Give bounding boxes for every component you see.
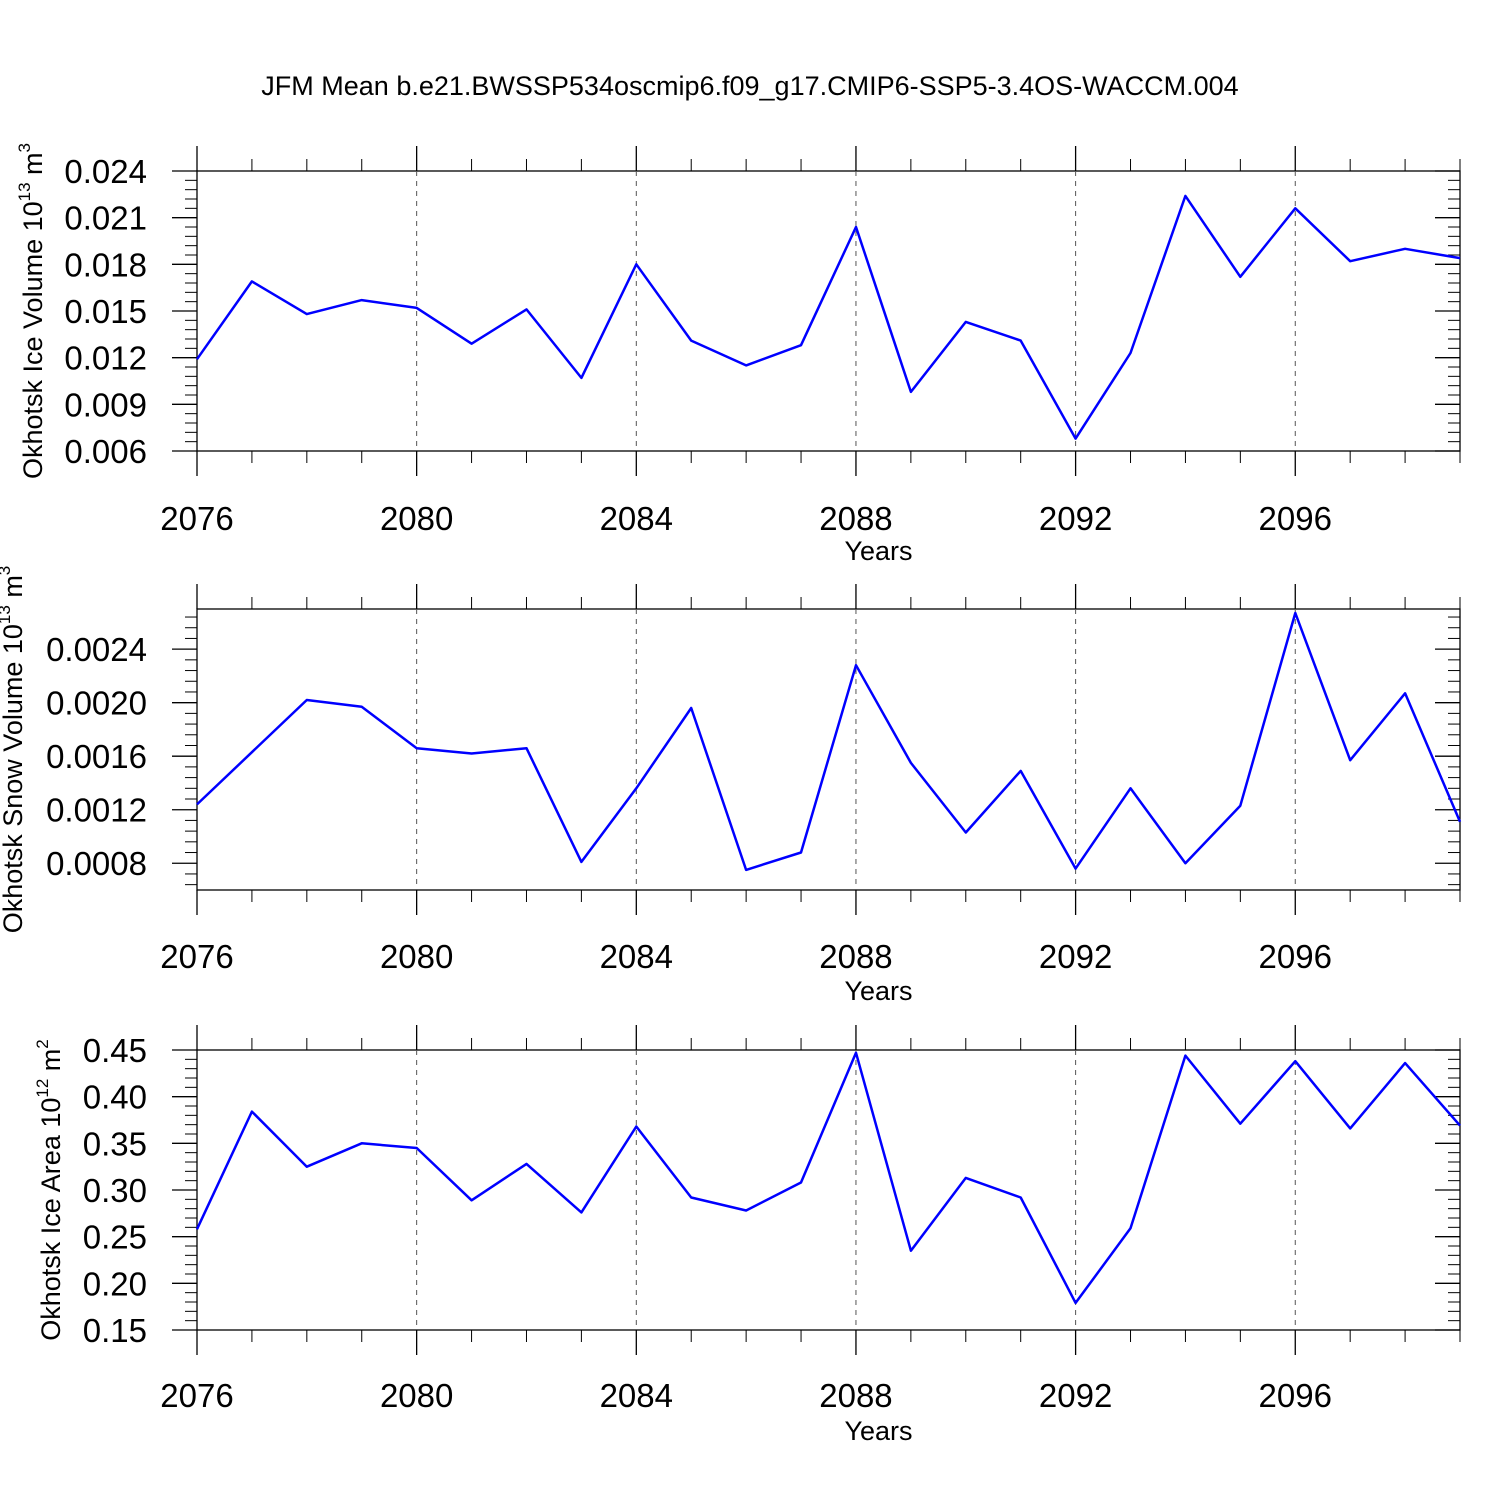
x-tick-label: 2080 xyxy=(380,938,453,975)
plot-frame xyxy=(197,609,1460,890)
chart-panels: 2076 2080 2084 2088 2092 2096 0.006 0.009 0.012 0… xyxy=(0,143,1460,1446)
y-axis-label: Okhotsk Snow Volume 1013 m3 xyxy=(0,566,28,934)
x-tick-label: 2080 xyxy=(380,500,453,537)
x-tick-label: 2096 xyxy=(1259,500,1332,537)
series-line xyxy=(197,613,1460,870)
y-tick-label: 0.024 xyxy=(64,153,147,190)
chart-title: JFM Mean b.e21.BWSSP534oscmip6.f09_g17.C… xyxy=(261,71,1238,101)
chart-panel-3: 2076 2080 2084 2088 2092 2096 0.15 0.20 0.25 0.30… xyxy=(33,1025,1460,1446)
y-tick-label: 0.45 xyxy=(83,1032,147,1069)
y-axis-label: Okhotsk Ice Volume 1013 m3 xyxy=(15,143,48,479)
y-tick-label: 0.009 xyxy=(64,386,147,423)
y-tick-label: 0.0012 xyxy=(46,792,147,829)
x-tick-label: 2088 xyxy=(819,1377,892,1414)
series-line xyxy=(197,196,1460,439)
y-tick-label: 0.006 xyxy=(64,433,147,470)
x-tick-label: 2096 xyxy=(1259,1377,1332,1414)
x-tick-label: 2076 xyxy=(160,938,233,975)
x-tick-label: 2092 xyxy=(1039,500,1112,537)
x-tick-label: 2084 xyxy=(600,500,673,537)
y-tick-label: 0.015 xyxy=(64,293,147,330)
y-tick-label: 0.0020 xyxy=(46,685,147,722)
x-tick-label: 2076 xyxy=(160,500,233,537)
y-tick-label: 0.0008 xyxy=(46,845,147,882)
y-tick-label: 0.15 xyxy=(83,1312,147,1349)
y-tick-label: 0.0024 xyxy=(46,631,147,668)
y-tick-label: 0.40 xyxy=(83,1079,147,1116)
plot-frame xyxy=(197,1050,1460,1330)
y-tick-label: 0.20 xyxy=(83,1265,147,1302)
plot-frame xyxy=(197,171,1460,451)
chart-panel-1: 2076 2080 2084 2088 2092 2096 0.006 0.009 0.012 0… xyxy=(15,143,1460,566)
x-tick-label: 2076 xyxy=(160,1377,233,1414)
x-tick-label: 2084 xyxy=(600,938,673,975)
x-axis-label: Years xyxy=(844,1416,912,1446)
y-tick-label: 0.021 xyxy=(64,200,147,237)
y-tick-label: 0.012 xyxy=(64,340,147,377)
x-tick-label: 2088 xyxy=(819,938,892,975)
x-tick-label: 2080 xyxy=(380,1377,453,1414)
y-axis-label: Okhotsk Ice Area 1012 m2 xyxy=(33,1039,66,1341)
x-tick-label: 2084 xyxy=(600,1377,673,1414)
y-tick-label: 0.35 xyxy=(83,1125,147,1162)
x-tick-label: 2088 xyxy=(819,500,892,537)
y-tick-label: 0.25 xyxy=(83,1219,147,1256)
series-line xyxy=(197,1053,1460,1303)
y-tick-label: 0.018 xyxy=(64,246,147,283)
x-tick-label: 2096 xyxy=(1259,938,1332,975)
x-axis-label: Years xyxy=(844,536,912,566)
y-tick-label: 0.0016 xyxy=(46,738,147,775)
y-tick-label: 0.30 xyxy=(83,1172,147,1209)
x-tick-label: 2092 xyxy=(1039,1377,1112,1414)
x-tick-label: 2092 xyxy=(1039,938,1112,975)
chart-panel-2: 2076 2080 2084 2088 2092 2096 0.0008 0.0012 0.00… xyxy=(0,566,1460,1006)
x-axis-label: Years xyxy=(844,976,912,1006)
